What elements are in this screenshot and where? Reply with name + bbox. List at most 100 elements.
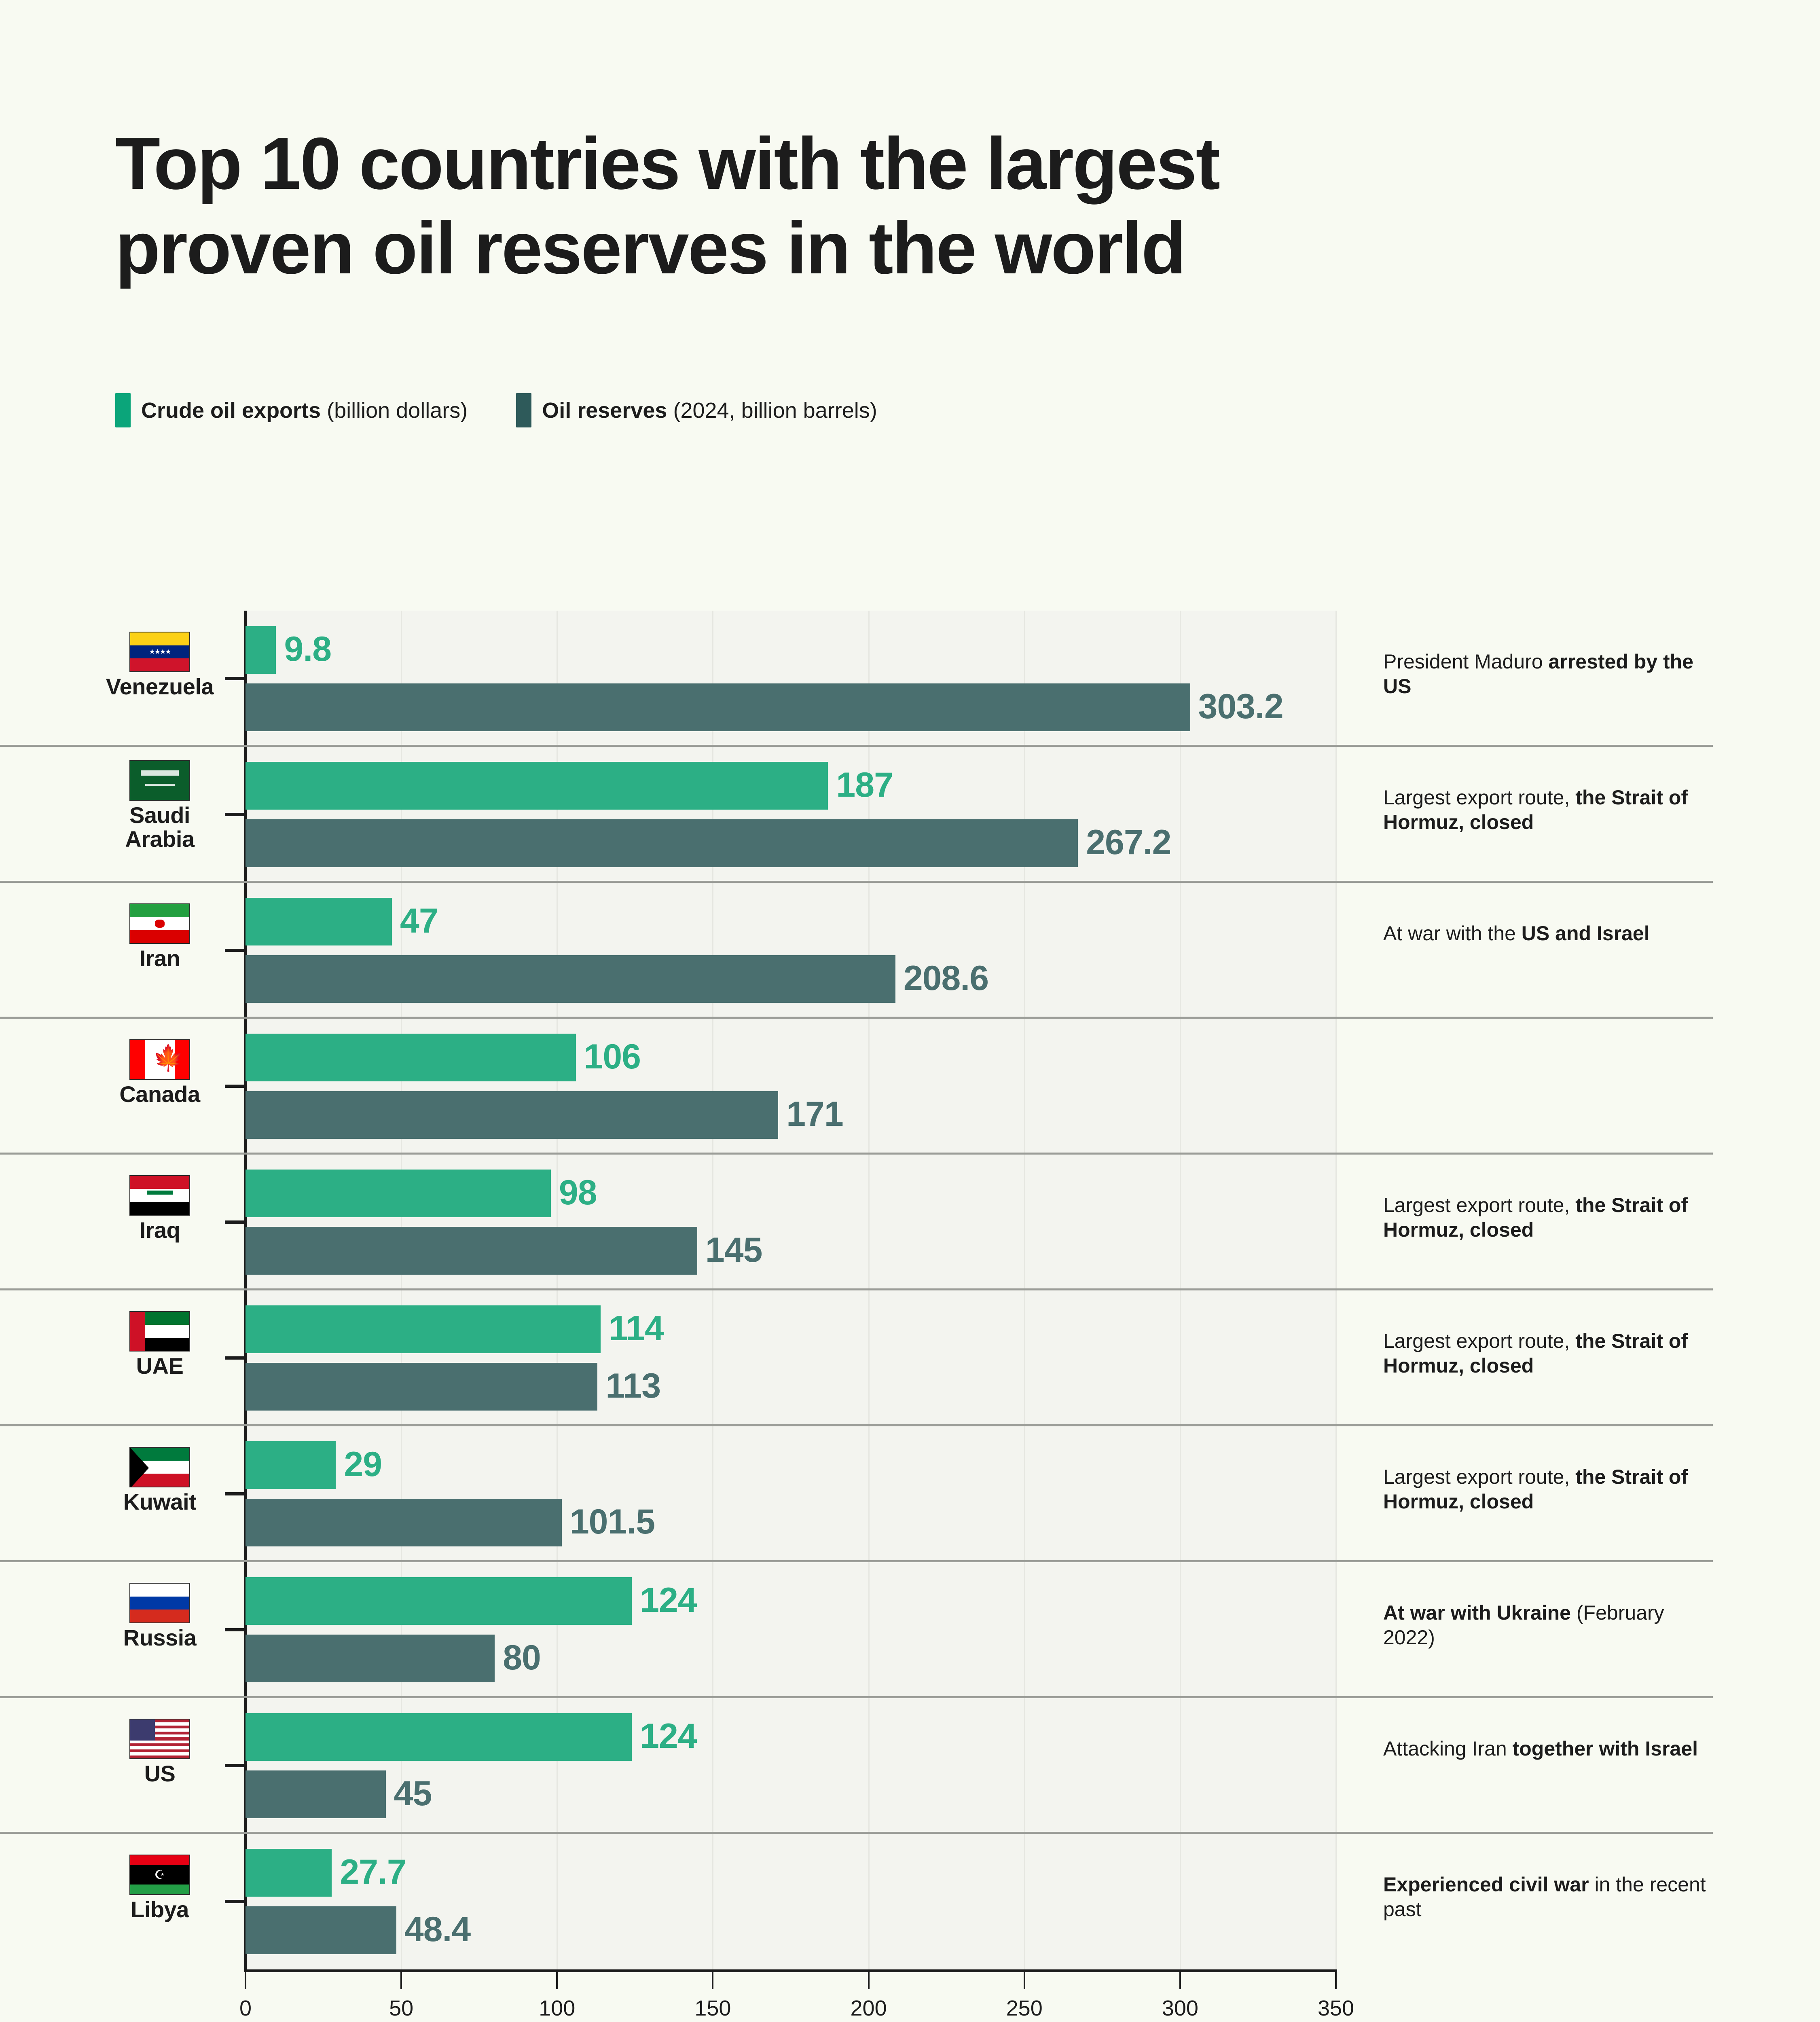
country-name: Venezuela [106, 674, 214, 699]
row-label-uae: UAE [81, 1311, 239, 1378]
chart-row: 🍁Canada 106 171 [0, 1018, 1820, 1155]
x-axis-tick [868, 1972, 870, 1989]
y-axis-tick [225, 1628, 246, 1631]
row-separator [0, 1832, 1713, 1834]
y-axis-tick [225, 677, 246, 680]
y-axis-tick [225, 1220, 246, 1224]
country-name: US [144, 1761, 176, 1786]
x-axis-tick [1335, 1972, 1337, 1989]
chart-row: Iran 47 208.6 At war with the US and Israel [0, 882, 1820, 1019]
row-separator [0, 1017, 1713, 1019]
legend: Crude oil exports (billion dollars) Oil … [115, 393, 877, 427]
country-name: Canada [119, 1081, 200, 1107]
legend-item-exports: Crude oil exports (billion dollars) [115, 393, 468, 427]
bar-reserves [245, 1906, 396, 1954]
chart-row: Russia 124 80 At war with Ukraine (February… [0, 1562, 1820, 1698]
country-name: Saudi Arabia [125, 802, 195, 852]
country-name: Iraq [139, 1217, 180, 1243]
flag-iran [129, 903, 190, 944]
x-axis-label: 50 [389, 1996, 414, 2020]
bar-value-exports: 47 [400, 901, 438, 940]
flag-uae [129, 1311, 190, 1352]
x-axis-tick [245, 1972, 246, 1989]
bar-value-exports: 124 [640, 1581, 697, 1620]
chart-row: Kuwait 29 101.5 Largest export route, the S… [0, 1426, 1820, 1562]
flag-us [129, 1719, 190, 1759]
flag-iraq [129, 1175, 190, 1216]
x-axis-tick [556, 1972, 558, 1989]
bar-value-reserves: 45 [394, 1774, 432, 1813]
bar-value-reserves: 171 [786, 1095, 843, 1134]
bar-exports [245, 898, 392, 945]
row-label-russia: Russia [81, 1583, 239, 1650]
row-annotation: President Maduro arrested by the US [1383, 650, 1694, 698]
bar-reserves [245, 1227, 697, 1275]
chart-row: ★★★★ Venezuela 9.8 303.2 President Maduro ar… [0, 611, 1820, 747]
bar-value-exports: 114 [609, 1309, 664, 1348]
bar-reserves [245, 683, 1190, 731]
bar-value-exports: 9.8 [284, 630, 332, 668]
bar-reserves [245, 1091, 779, 1139]
row-annotation: Largest export route, the Strait of Horm… [1383, 1194, 1688, 1241]
bar-reserves [245, 1363, 598, 1411]
row-label-saudi-arabia: Saudi Arabia [81, 760, 239, 851]
y-axis-tick [225, 1085, 246, 1088]
bar-exports [245, 1577, 632, 1625]
bar-value-reserves: 208.6 [903, 959, 989, 998]
title-line-1: Top 10 countries with the largest [115, 122, 1220, 205]
country-name: Libya [131, 1897, 189, 1922]
y-axis-tick [225, 1900, 246, 1903]
country-name: Iran [139, 945, 180, 971]
flag-saudi-arabia [129, 760, 190, 801]
x-axis-line [244, 1969, 1337, 1972]
row-separator [0, 745, 1713, 747]
row-annotation: At war with the US and Israel [1383, 922, 1650, 945]
bar-reserves [245, 1499, 562, 1546]
x-axis-label: 200 [850, 1996, 887, 2020]
bar-exports [245, 1305, 601, 1353]
page-title: Top 10 countries with the largest proven… [115, 121, 1693, 291]
y-axis-tick [225, 949, 246, 952]
row-separator [0, 1560, 1713, 1562]
bar-exports [245, 626, 276, 674]
bar-value-exports: 98 [559, 1173, 597, 1212]
x-axis-label: 0 [239, 1996, 252, 2020]
flag-venezuela: ★★★★ [129, 632, 190, 672]
x-axis-label: 100 [539, 1996, 576, 2020]
country-name: Russia [123, 1625, 197, 1650]
row-label-libya: ☪ Libya [81, 1855, 239, 1921]
x-axis-tick [712, 1972, 714, 1989]
row-label-kuwait: Kuwait [81, 1447, 239, 1514]
legend-swatch-reserves [516, 393, 532, 427]
bar-value-reserves: 101.5 [569, 1502, 655, 1541]
x-axis-label: 350 [1317, 1996, 1354, 2020]
y-axis-tick [225, 1492, 246, 1495]
bar-exports [245, 1441, 336, 1489]
title-line-2: proven oil reserves in the world [115, 207, 1186, 290]
row-annotation: Largest export route, the Strait of Horm… [1383, 786, 1688, 833]
bar-reserves [245, 819, 1078, 867]
x-axis-tick [400, 1972, 402, 1989]
bar-reserves [245, 1770, 386, 1818]
bar-reserves [245, 955, 895, 1003]
flag-libya: ☪ [129, 1855, 190, 1895]
country-name: Kuwait [123, 1489, 197, 1514]
chart-row: UAE 114 113 Largest export route, the Strai… [0, 1290, 1820, 1426]
y-axis-tick [225, 1356, 246, 1360]
row-label-venezuela: ★★★★ Venezuela [81, 632, 239, 698]
row-annotation: Experienced civil war in the recent past [1383, 1873, 1706, 1920]
chart-row: US 124 45 Attacking Iran together with Isra… [0, 1698, 1820, 1834]
row-label-canada: 🍁Canada [81, 1039, 239, 1106]
bar-reserves [245, 1635, 495, 1682]
y-axis-line [244, 611, 247, 1970]
chart-row: ☪ Libya 27.7 48.4 Experienced civil war in t… [0, 1834, 1820, 1969]
bar-value-reserves: 113 [605, 1366, 661, 1405]
row-separator [0, 881, 1713, 883]
row-separator [0, 1424, 1713, 1426]
bar-exports [245, 1849, 332, 1897]
row-label-us: US [81, 1719, 239, 1785]
bar-value-exports: 27.7 [340, 1853, 406, 1891]
legend-swatch-exports [115, 393, 131, 427]
x-axis-tick [1179, 1972, 1181, 1989]
bar-chart: ★★★★ Venezuela 9.8 303.2 President Maduro ar… [0, 611, 1820, 1970]
